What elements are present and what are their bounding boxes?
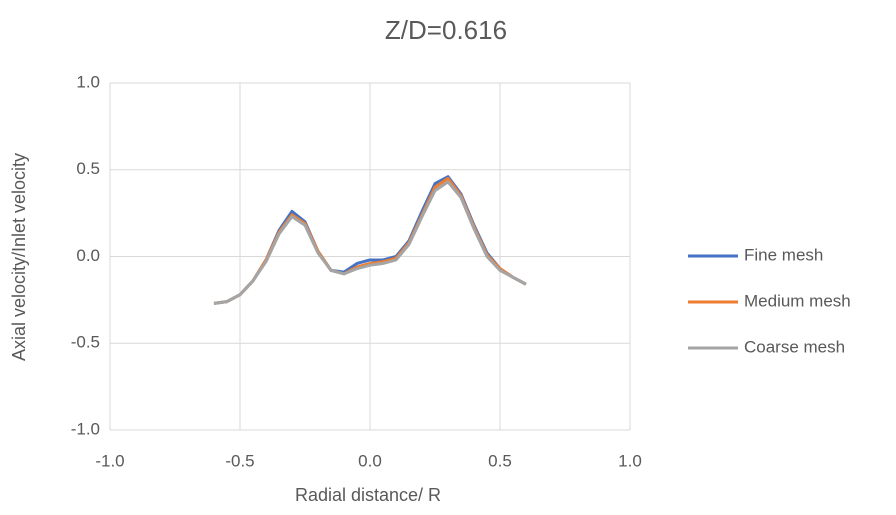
y-tick-label: 0.5 bbox=[76, 159, 100, 178]
x-tick-label: -0.5 bbox=[225, 451, 254, 470]
x-tick-label: 1.0 bbox=[618, 451, 642, 470]
x-tick-label: 0.0 bbox=[358, 451, 382, 470]
x-axis-label: Radial distance/ R bbox=[295, 485, 441, 505]
legend-label: Fine mesh bbox=[744, 245, 823, 264]
y-tick-label: -0.5 bbox=[71, 333, 100, 352]
y-tick-label: -1.0 bbox=[71, 419, 100, 438]
x-tick-label: -1.0 bbox=[95, 451, 124, 470]
chart-title: Z/D=0.616 bbox=[385, 15, 507, 45]
y-tick-label: 0.0 bbox=[76, 246, 100, 265]
y-axis-label: Axial velocity/Inlet velocity bbox=[9, 153, 29, 361]
legend-label: Coarse mesh bbox=[744, 337, 845, 356]
series-line bbox=[213, 180, 527, 305]
x-tick-label: 0.5 bbox=[488, 451, 512, 470]
legend-label: Medium mesh bbox=[744, 291, 851, 310]
y-tick-label: 1.0 bbox=[76, 72, 100, 91]
